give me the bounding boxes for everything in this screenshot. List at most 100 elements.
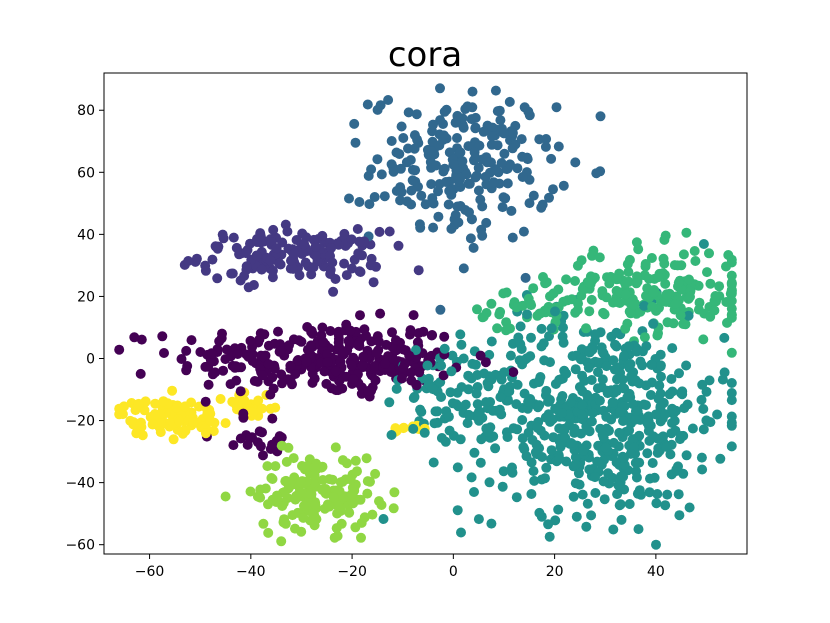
data-point: [473, 514, 484, 525]
data-point: [677, 386, 688, 397]
data-point: [603, 468, 613, 479]
data-point: [704, 375, 715, 386]
data-point: [428, 457, 439, 468]
data-point: [436, 360, 447, 371]
data-point: [701, 415, 712, 426]
data-point: [623, 267, 634, 277]
data-point: [517, 172, 528, 182]
y-tick-label: −40: [65, 476, 95, 492]
data-point: [633, 524, 644, 535]
data-point: [355, 494, 366, 505]
data-point: [456, 527, 466, 538]
data-point: [252, 234, 262, 244]
data-point: [439, 331, 450, 342]
data-point: [586, 294, 597, 305]
data-point: [726, 441, 737, 452]
scatter-points: [114, 83, 737, 550]
data-point: [319, 366, 330, 377]
data-point: [593, 357, 604, 368]
data-point: [525, 351, 536, 362]
data-point: [505, 159, 515, 170]
data-point: [396, 121, 407, 132]
data-point: [463, 409, 474, 420]
data-point: [576, 409, 587, 420]
data-point: [290, 369, 301, 379]
data-point: [660, 409, 671, 420]
data-point: [354, 197, 365, 207]
data-point: [538, 272, 548, 282]
data-point: [595, 111, 606, 122]
data-point: [532, 422, 543, 433]
data-point: [566, 438, 577, 448]
data-point: [353, 248, 364, 259]
data-point: [401, 157, 412, 168]
data-point: [681, 227, 692, 238]
data-point: [409, 143, 420, 154]
data-point: [498, 466, 509, 477]
data-point: [619, 452, 629, 463]
data-point: [558, 180, 569, 191]
data-point: [348, 498, 358, 509]
data-point: [615, 499, 626, 510]
data-point: [318, 337, 329, 348]
data-point: [257, 370, 268, 381]
data-point: [689, 246, 700, 256]
data-point: [256, 264, 267, 275]
data-point: [406, 375, 417, 386]
data-point: [452, 505, 463, 516]
data-point: [183, 256, 194, 266]
data-point: [217, 229, 228, 240]
data-point: [712, 409, 723, 420]
data-point: [600, 442, 611, 453]
data-point: [441, 104, 452, 115]
data-point: [478, 311, 489, 322]
data-point: [528, 466, 539, 477]
data-point: [623, 341, 634, 352]
data-point: [467, 86, 478, 97]
data-point: [448, 159, 459, 170]
data-point: [508, 367, 519, 378]
data-point: [428, 119, 438, 130]
data-point: [581, 521, 592, 532]
data-point: [704, 248, 714, 259]
data-point: [583, 277, 594, 288]
data-point: [366, 253, 377, 264]
data-point: [371, 348, 382, 359]
data-point: [411, 109, 422, 120]
x-tick-label: −40: [236, 564, 266, 580]
data-point: [726, 277, 737, 288]
data-point: [473, 407, 484, 418]
data-point: [232, 349, 243, 359]
data-point: [147, 419, 158, 430]
data-point: [534, 400, 545, 411]
data-point: [228, 440, 239, 451]
data-point: [582, 498, 593, 509]
data-point: [388, 166, 399, 177]
data-point: [634, 485, 645, 496]
data-point: [258, 450, 268, 461]
data-point: [245, 335, 256, 346]
data-point: [321, 378, 332, 389]
x-tick-label: 0: [449, 564, 458, 580]
data-point: [540, 412, 551, 423]
data-point: [452, 201, 463, 212]
data-point: [473, 162, 484, 173]
data-point: [416, 190, 427, 201]
data-point: [245, 486, 256, 497]
data-point: [612, 489, 623, 500]
data-point: [114, 344, 125, 355]
data-point: [428, 222, 439, 233]
data-point: [684, 274, 694, 285]
data-point: [376, 169, 387, 180]
data-point: [466, 472, 477, 483]
data-point: [346, 489, 357, 500]
data-point: [613, 480, 624, 491]
data-point: [502, 432, 513, 442]
data-point: [157, 331, 168, 342]
data-point: [531, 439, 542, 450]
data-point: [306, 325, 317, 336]
data-point: [358, 351, 369, 362]
data-point: [277, 501, 288, 511]
data-point: [317, 475, 328, 485]
data-point: [294, 270, 305, 281]
